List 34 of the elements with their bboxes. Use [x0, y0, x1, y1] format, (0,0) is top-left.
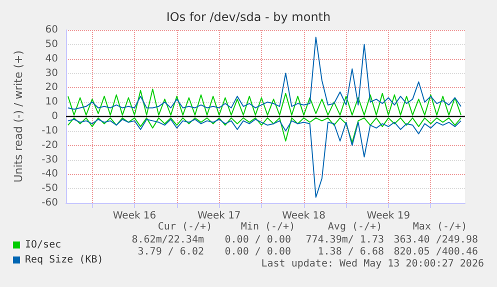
- text: 8.62m/22.34m: [132, 234, 204, 246]
- x-tick-label: Week 18: [282, 210, 326, 222]
- text: Cur (-/+): [158, 222, 212, 232]
- text: Last update: Wed May 13 20:00:27 2026: [261, 258, 484, 270]
- y-tick-label: 0: [52, 111, 58, 122]
- text: 0.00 / 0.00: [224, 246, 291, 258]
- y-tick-label: 30: [45, 68, 58, 79]
- y-tick-label: 20: [45, 82, 58, 94]
- text: 363.40 /249.98: [394, 234, 478, 246]
- text: 0.00 / 0.00: [224, 234, 291, 246]
- y-tick-label: 60: [45, 24, 58, 36]
- y-axis-title: Units read (-) / write (+): [12, 50, 25, 183]
- y-tick-label: 50: [45, 38, 58, 50]
- x-tick-label: Week 19: [366, 210, 410, 222]
- text: 820.05 /400.46: [394, 246, 478, 258]
- text: 1.38 / 6.68: [318, 246, 384, 258]
- legend-label: IO/sec: [25, 240, 62, 250]
- chart-title: IOs for /dev/sda - by month: [166, 10, 331, 24]
- text: Min (-/+): [240, 222, 296, 232]
- y-tick-label: -30: [42, 154, 58, 166]
- x-tick-label: Week 17: [197, 210, 241, 222]
- y-tick-label: -50: [42, 183, 58, 194]
- y-tick-label: 10: [45, 96, 58, 108]
- text: Max (-/+): [412, 222, 468, 232]
- y-tick-label: -10: [42, 125, 58, 136]
- y-tick-label: -60: [42, 198, 58, 208]
- y-tick-label: -40: [42, 168, 58, 180]
- text: 774.39m/ 1.73: [306, 234, 384, 246]
- text: Avg (-/+): [328, 222, 382, 232]
- x-tick-label: Week 16: [112, 210, 156, 222]
- legend-label: Req Size (KB): [25, 254, 104, 266]
- text: 3.79 / 6.02: [138, 246, 204, 258]
- y-tick-label: 40: [45, 53, 58, 64]
- y-tick-label: -20: [42, 140, 58, 151]
